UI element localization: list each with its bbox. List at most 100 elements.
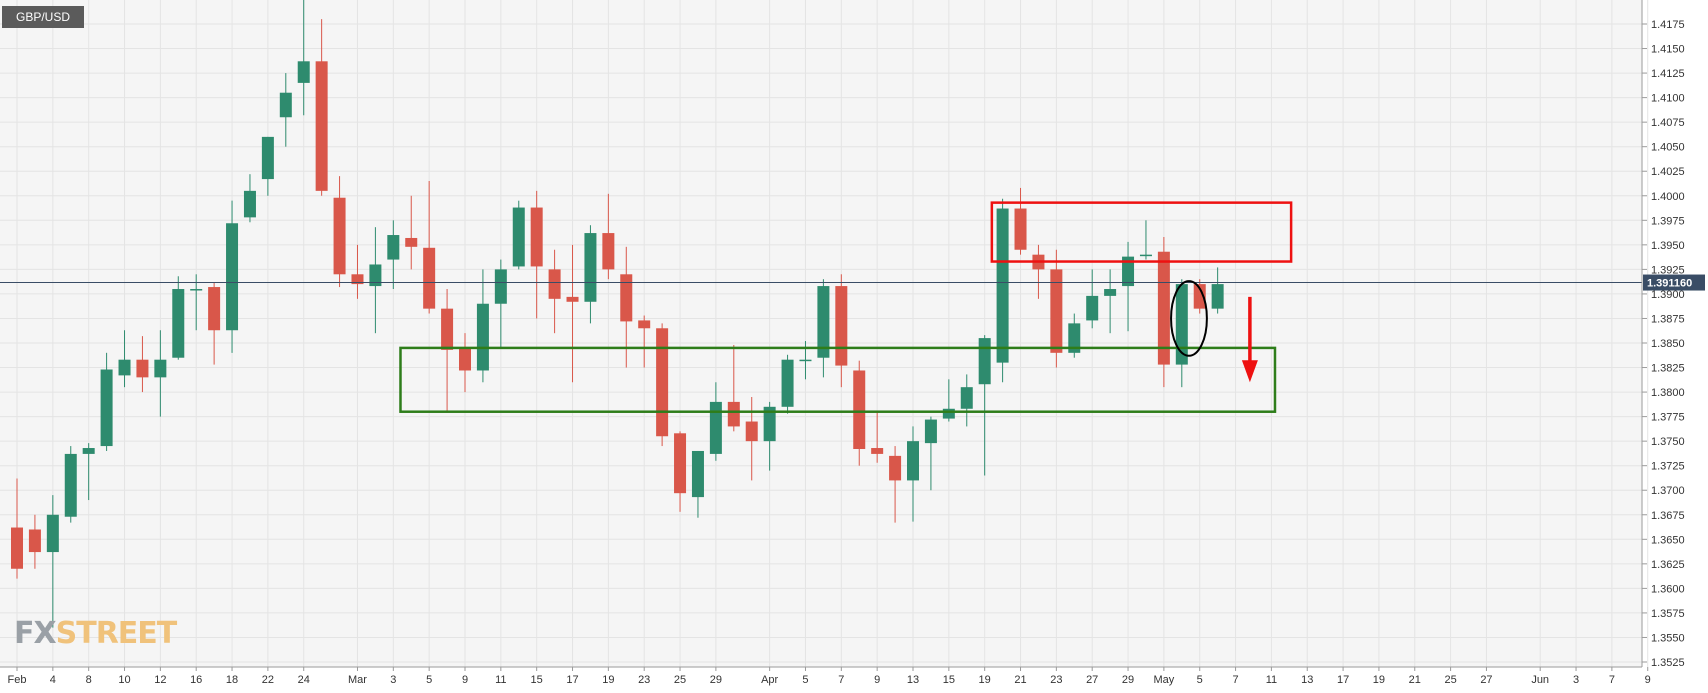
candle-bullish [907, 426, 919, 522]
y-tick-label: 1.3925 [1651, 264, 1685, 276]
y-tick-label: 1.3850 [1651, 338, 1685, 350]
candle-body [978, 338, 991, 385]
candle-body [405, 237, 418, 247]
candle-bullish [154, 330, 167, 417]
candle-bullish [226, 200, 239, 353]
y-tick-label: 1.3550 [1651, 632, 1685, 644]
candle-bearish [28, 514, 41, 569]
x-tick-label: 25 [674, 674, 686, 686]
candle-bearish [405, 195, 418, 270]
x-tick-label: May [1153, 674, 1174, 686]
candle-bearish [315, 19, 328, 196]
candle-body [745, 421, 758, 442]
watermark-street: STREET [55, 616, 178, 651]
price-tag-bg [1643, 274, 1705, 291]
candle-body [530, 207, 543, 267]
candle-body [638, 320, 651, 329]
candle-bullish [64, 446, 77, 523]
candle-bullish [996, 198, 1009, 383]
candle-bullish [261, 136, 274, 196]
candle-body [333, 197, 346, 275]
y-tick-label: 1.3725 [1651, 461, 1685, 473]
candle-body [602, 233, 615, 270]
candle-body [1139, 254, 1152, 257]
candle-body [11, 527, 23, 569]
candle-body [889, 455, 902, 481]
candle-bullish [494, 259, 507, 348]
candle-bullish [243, 174, 256, 223]
candle-bullish [46, 495, 59, 628]
x-tick-label: 19 [1373, 674, 1385, 686]
x-tick-label: 21 [1409, 674, 1421, 686]
x-tick-label: 17 [566, 674, 578, 686]
x-tick-label: 19 [979, 674, 991, 686]
candle-body [136, 359, 149, 378]
candle-bearish [853, 360, 866, 466]
x-tick-label: 15 [531, 674, 543, 686]
candle-body [82, 448, 95, 454]
x-tick-label: 13 [1301, 674, 1313, 686]
symbol-badge[interactable]: GBP/USD [2, 6, 85, 28]
candle-body [494, 269, 507, 304]
x-tick-label: 10 [118, 674, 130, 686]
x-tick-label: 18 [226, 674, 238, 686]
candle-body [674, 433, 687, 494]
candle-body [907, 441, 919, 481]
candle-body [1193, 284, 1206, 309]
y-tick-label: 1.3825 [1651, 363, 1685, 375]
y-tick-label: 1.3700 [1651, 485, 1685, 497]
x-tick-label: 9 [1645, 674, 1651, 686]
candle-bullish [279, 73, 292, 147]
candle-body [584, 233, 597, 302]
candle-body [924, 419, 937, 444]
y-tick-label: 1.4175 [1651, 19, 1685, 31]
x-tick-label: 29 [1122, 674, 1134, 686]
grid-layer [0, 0, 1649, 667]
candle-bearish [835, 274, 848, 388]
y-tick-label: 1.3875 [1651, 313, 1685, 325]
candle-body [1211, 284, 1224, 309]
support-box [399, 346, 1277, 413]
x-tick-label: 7 [1232, 674, 1238, 686]
x-tick-label: 29 [710, 674, 722, 686]
candle-bearish [351, 244, 364, 299]
x-tick-label: Mar [348, 674, 367, 686]
candle-bullish [1122, 241, 1135, 332]
candle-body [208, 287, 221, 331]
candle-bullish [1139, 220, 1152, 260]
candle-body [960, 387, 973, 409]
candle-body [297, 61, 310, 83]
x-tick-label: 3 [1573, 674, 1579, 686]
x-tick-label: 5 [426, 674, 432, 686]
candle-body [279, 92, 292, 118]
candle-body [226, 223, 239, 331]
x-tick-label: 7 [838, 674, 844, 686]
x-tick-label: 5 [802, 674, 808, 686]
x-tick-label: 17 [1337, 674, 1349, 686]
candle-body [1050, 269, 1063, 353]
candle-bullish [978, 335, 991, 476]
candle-body [64, 453, 77, 517]
price-axis[interactable]: 1.4175 1.4150 1.4125 1.4100 1.4075 1.4050 1.40… [1642, 19, 1685, 669]
candle-layer [0, 0, 1642, 628]
candle-body [817, 286, 830, 358]
time-axis[interactable]: Feb 4 8 10 12 16 18 22 24 Mar 3 5 9 11 15 17 19 23 25 29 Apr… [8, 667, 1651, 686]
x-tick-label: 9 [462, 674, 468, 686]
candle-body [441, 308, 454, 350]
candle-bullish [960, 374, 973, 427]
candle-bearish [638, 315, 651, 368]
candle-body [853, 370, 866, 450]
candle-body [1104, 289, 1117, 296]
x-tick-label: 22 [262, 674, 274, 686]
candle-body [351, 274, 364, 285]
candle-bearish [1014, 187, 1027, 255]
candle-body [387, 235, 400, 260]
x-tick-label: 11 [1266, 674, 1277, 686]
y-tick-label: 1.4125 [1651, 68, 1685, 80]
y-tick-label: 1.3800 [1651, 387, 1685, 399]
watermark-fx: FX [14, 616, 57, 651]
candle-bearish [566, 244, 579, 383]
candle-body [1014, 208, 1027, 250]
